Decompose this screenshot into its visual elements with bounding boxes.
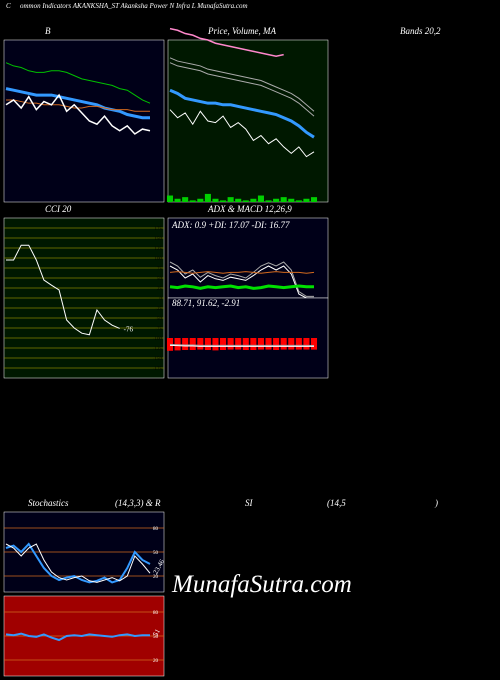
y-tick-label: -25 xyxy=(155,307,162,312)
bar xyxy=(182,338,189,350)
bar xyxy=(189,338,196,350)
bar xyxy=(242,338,249,350)
y-tick-label: 50 xyxy=(153,635,159,640)
y-tick-label: 50 xyxy=(157,277,163,282)
bar xyxy=(189,200,196,202)
last-value-label: -76 xyxy=(124,325,134,333)
panel xyxy=(167,217,329,299)
series-line xyxy=(169,344,315,347)
series-line xyxy=(169,62,315,117)
series-line xyxy=(5,87,150,120)
bar xyxy=(257,195,264,202)
bar xyxy=(174,338,181,351)
bar xyxy=(220,200,227,202)
panel-title: ) xyxy=(434,498,438,508)
y-tick-label: 20 xyxy=(153,659,159,664)
watermark: MunafaSutra.com xyxy=(171,571,352,598)
bar xyxy=(166,195,174,202)
bar xyxy=(227,197,234,202)
bar xyxy=(220,338,227,350)
panel-title: Stochastics xyxy=(28,498,69,508)
y-tick-label: 50 xyxy=(153,551,159,556)
series-line xyxy=(169,343,315,346)
bar xyxy=(204,193,211,202)
bar xyxy=(265,338,272,350)
bar xyxy=(295,338,302,350)
series-line xyxy=(169,271,315,274)
bar xyxy=(288,198,295,202)
y-tick-label: -75 xyxy=(155,327,162,332)
y-tick-label: -125 xyxy=(153,347,163,352)
panel-title: (14,5 xyxy=(327,498,346,508)
bar xyxy=(197,198,204,202)
y-tick-label: 80 xyxy=(153,611,159,616)
panel-title: ADX & MACD 12,26,9 xyxy=(207,204,292,214)
bar xyxy=(273,198,280,202)
series-line xyxy=(5,93,151,135)
bar xyxy=(257,338,264,350)
bar xyxy=(235,338,242,350)
y-tick-label: -175 xyxy=(153,367,163,372)
bar xyxy=(227,338,234,350)
y-tick-label: 0 xyxy=(160,297,163,302)
panel-title: B xyxy=(45,26,51,36)
y-tick-label: -50 xyxy=(155,317,162,322)
bar xyxy=(174,198,181,202)
series-line xyxy=(5,543,151,583)
series-line xyxy=(169,27,284,57)
bar xyxy=(250,338,257,350)
y-tick-label: -150 xyxy=(153,357,163,362)
bar xyxy=(212,198,219,202)
bar xyxy=(310,338,318,350)
panel-title: SI xyxy=(245,498,254,508)
y-tick-label: 80 xyxy=(153,527,159,532)
series-line xyxy=(169,261,314,297)
y-tick-label: 75 xyxy=(157,267,163,272)
series-line xyxy=(169,57,315,112)
bar xyxy=(273,338,280,350)
annotation: 88.71, 91.62, -2.91 xyxy=(172,298,240,308)
bar xyxy=(242,200,249,202)
bar xyxy=(280,338,287,350)
panel xyxy=(3,39,165,203)
annotation: ADX: 0.9 +DI: 17.07 -DI: 16.77 xyxy=(171,220,290,230)
panel-subtitle: Bands 20,2 xyxy=(400,26,441,36)
y-tick-label: 175 xyxy=(155,227,163,232)
header-title: ommon Indicators AKANKSHA_ST Akanksha Po… xyxy=(20,2,248,10)
bar xyxy=(197,338,204,350)
bar xyxy=(235,198,242,202)
bar xyxy=(288,338,295,350)
y-tick-label: 100 xyxy=(155,257,163,262)
bar xyxy=(250,198,257,202)
header-title: C xyxy=(6,2,11,10)
series-line xyxy=(169,109,315,158)
bar xyxy=(303,338,310,350)
series-line xyxy=(6,244,120,336)
bar xyxy=(265,200,272,202)
panel-title: (14,3,3) & R xyxy=(115,498,161,508)
y-tick-label: 20 xyxy=(153,575,159,580)
bar xyxy=(303,198,310,202)
y-tick-label: 150 xyxy=(155,237,163,242)
bar xyxy=(295,200,302,202)
bar xyxy=(280,197,287,202)
bar xyxy=(182,197,189,202)
y-tick-label: 25 xyxy=(157,287,163,292)
panel-title: CCI 20 xyxy=(45,204,72,214)
series-line xyxy=(5,62,151,104)
y-tick-label: -100 xyxy=(153,337,163,342)
series-line xyxy=(5,632,150,642)
series-line xyxy=(169,88,315,139)
last-value-label: 51 xyxy=(151,627,162,637)
bar xyxy=(212,338,219,351)
series-line xyxy=(5,542,151,584)
bar xyxy=(204,338,211,350)
panel-title: Price, Volume, MA xyxy=(207,26,276,36)
series-line xyxy=(169,284,314,290)
bar xyxy=(310,197,318,202)
y-tick-label: 125 xyxy=(155,247,163,252)
